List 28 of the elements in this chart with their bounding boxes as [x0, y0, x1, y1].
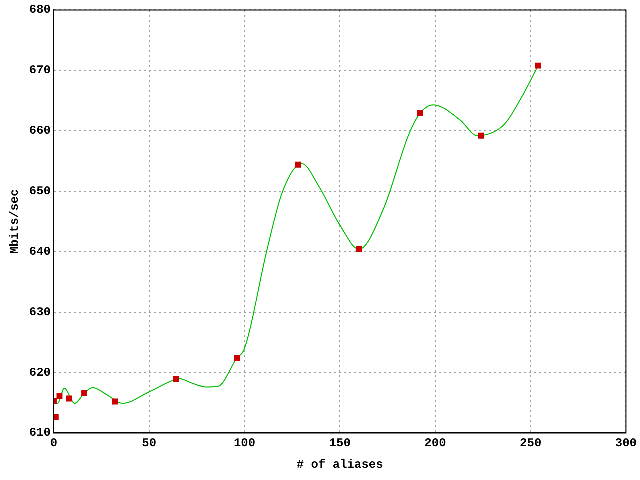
y-tick-label: 680	[29, 3, 52, 18]
y-tick-label: 670	[29, 64, 52, 78]
y-tick-label: 630	[29, 305, 52, 320]
y-tick-label: 650	[29, 184, 52, 198]
x-tick-label: 0	[50, 436, 58, 450]
x-tick-label: 100	[234, 436, 256, 450]
point	[173, 376, 180, 382]
point	[478, 132, 484, 139]
y-tick-label: 660	[29, 124, 52, 138]
x-tick-label: 150	[329, 436, 351, 450]
x-tick-label: 250	[520, 436, 542, 450]
point	[417, 110, 424, 117]
y-axis-title: Mbits/sec	[8, 189, 22, 254]
x-axis-title: # of aliases	[296, 458, 384, 472]
point	[234, 355, 240, 362]
point	[356, 246, 362, 252]
point	[54, 414, 59, 420]
y-tick-label: 610	[29, 426, 52, 440]
point	[295, 162, 302, 168]
point	[56, 393, 63, 400]
point	[535, 62, 542, 69]
x-tick-label: 200	[424, 436, 446, 450]
x-tick-label: 300	[615, 436, 638, 450]
y-tick-label: 640	[29, 244, 52, 259]
point	[82, 390, 88, 396]
y-tick-label: 620	[29, 366, 52, 380]
point	[112, 398, 118, 405]
x-tick-label: 50	[142, 436, 157, 450]
